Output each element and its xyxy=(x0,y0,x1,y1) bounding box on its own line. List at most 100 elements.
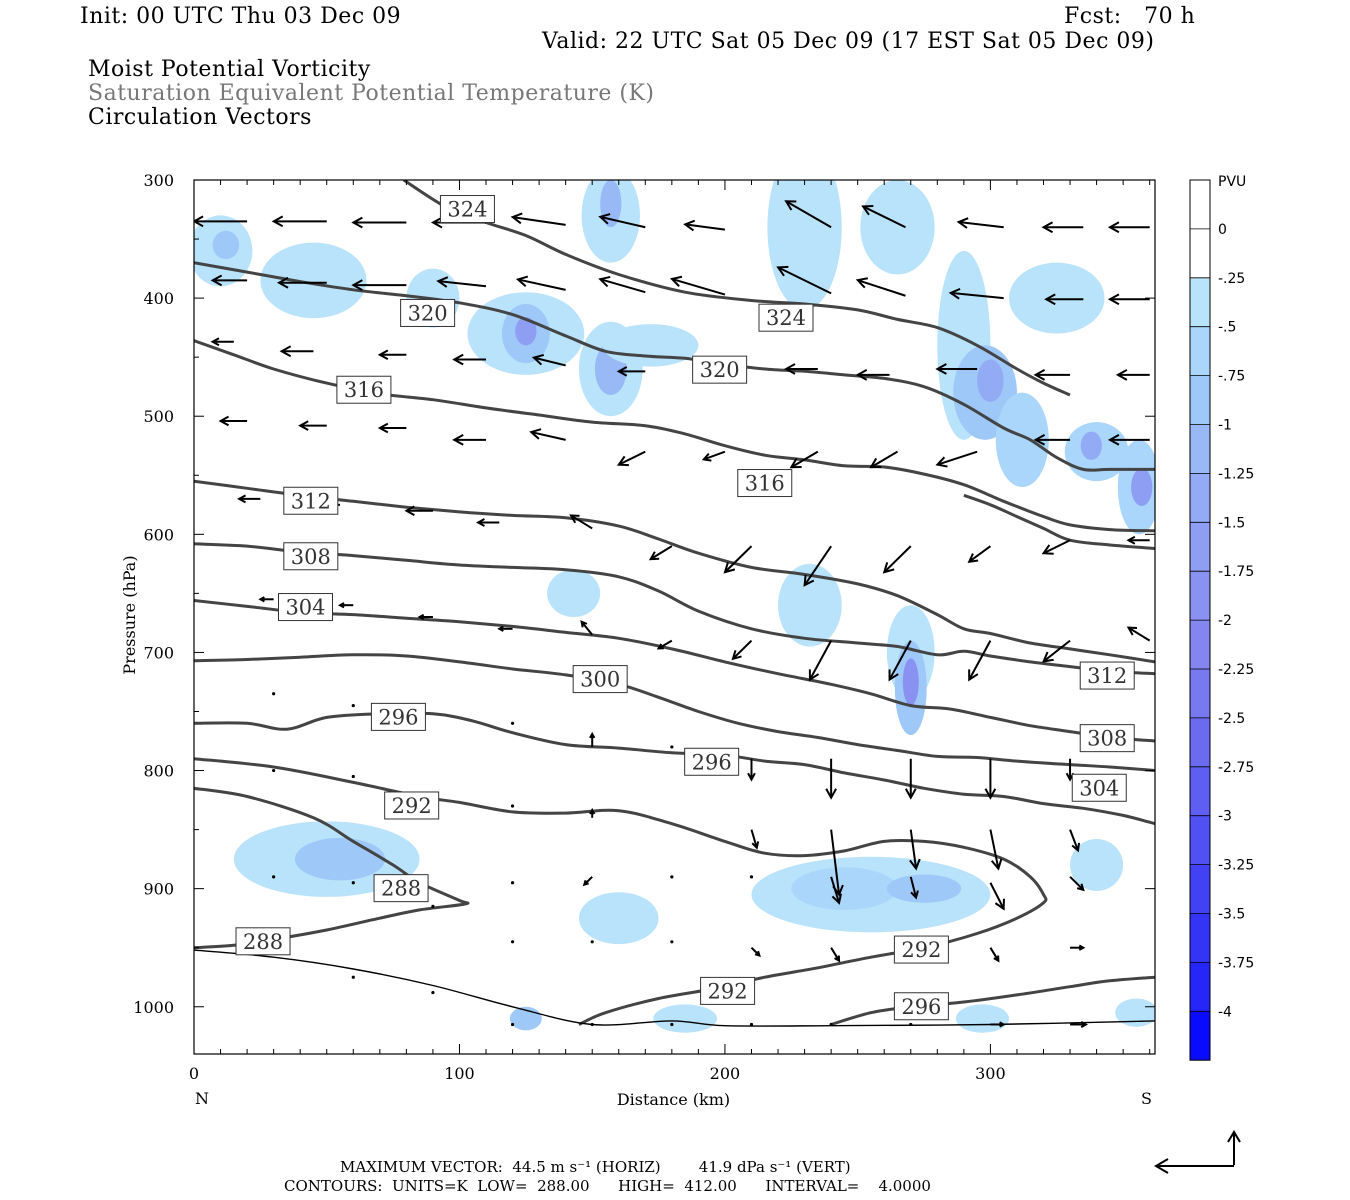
vector-head xyxy=(298,420,309,431)
contour-label-9: 300 xyxy=(572,665,628,694)
vector-shaft xyxy=(658,639,673,650)
vector-108 xyxy=(989,947,1000,963)
vector-103 xyxy=(590,940,594,944)
vector-head xyxy=(1115,369,1128,381)
vector-5 xyxy=(598,213,646,229)
vector-109 xyxy=(1070,944,1086,951)
vector-head xyxy=(803,574,815,587)
x-end-label-north: N xyxy=(195,1089,209,1108)
mpv-patch-24 xyxy=(778,563,842,647)
vector-dot xyxy=(272,768,276,773)
contour-label-12: 292 xyxy=(384,791,440,820)
vector-head xyxy=(589,731,596,739)
vector-77 xyxy=(747,758,756,782)
vector-shaft xyxy=(937,450,978,466)
y-tick-label: 700 xyxy=(143,643,174,662)
mpv-patch-13 xyxy=(860,180,935,275)
x-end-label-south: S xyxy=(1141,1089,1152,1108)
vector-head xyxy=(861,204,874,216)
vector-40 xyxy=(529,428,566,441)
vector-head xyxy=(888,669,899,682)
vector-dot xyxy=(670,1022,674,1027)
vector-80 xyxy=(984,758,997,800)
vector-25 xyxy=(279,345,314,358)
vector-10 xyxy=(1041,221,1084,234)
vector-shaft xyxy=(958,221,1004,229)
vector-head xyxy=(218,415,230,427)
vector-dot xyxy=(590,1022,594,1027)
vector-shaft xyxy=(750,829,758,849)
vector-shaft xyxy=(909,829,918,869)
contour-label-16: 292 xyxy=(700,976,756,1005)
vector-16 xyxy=(515,275,566,291)
legend-label: -2.25 xyxy=(1218,662,1254,678)
vector-head xyxy=(598,275,611,288)
vector-27 xyxy=(452,353,487,366)
vector-head xyxy=(984,788,997,800)
vector-38 xyxy=(377,422,407,434)
contour-label-box xyxy=(373,874,429,903)
vector-dot xyxy=(909,1022,913,1027)
contour-label-1: 320 xyxy=(400,298,456,327)
vector-110 xyxy=(351,975,355,979)
vector-115 xyxy=(749,1022,754,1027)
vector-shaft xyxy=(724,545,753,573)
vector-11 xyxy=(1107,221,1150,234)
vector-45 xyxy=(935,450,978,468)
circulation-vectors xyxy=(194,200,1151,1028)
vector-22 xyxy=(1044,293,1084,306)
vector-head xyxy=(337,602,345,609)
vector-head xyxy=(648,551,660,561)
vector-shaft xyxy=(870,450,899,469)
legend-label: -1.5 xyxy=(1218,515,1245,531)
vector-head xyxy=(616,366,628,377)
vector-52 xyxy=(569,514,593,530)
mpv-patch-33 xyxy=(886,874,962,903)
vector-shaft xyxy=(950,291,1004,300)
vector-6 xyxy=(683,219,726,232)
vector-58 xyxy=(1041,539,1071,555)
vector-94 xyxy=(510,881,515,885)
contour-312 xyxy=(194,479,1155,664)
vector-34 xyxy=(1033,369,1071,381)
legend-swatch xyxy=(1190,913,1210,963)
vector-head xyxy=(1076,883,1085,892)
legend-swatch xyxy=(1190,669,1210,718)
legend-swatch xyxy=(1190,864,1210,914)
contour-label-20: 304 xyxy=(1071,773,1127,802)
vector-72 xyxy=(272,692,276,696)
field-title-theta: Saturation Equivalent Potential Temperat… xyxy=(88,81,655,106)
vector-66 xyxy=(731,639,753,661)
y-axis-title: Pressure (hPa) xyxy=(120,555,139,674)
color-legend: PVU 0 -.25 -.5 -.75 -1 -1.25 -1.5 -1.75 -2 -2.25 -2… xyxy=(1189,174,1254,1061)
vector-4 xyxy=(510,212,566,226)
vector-36 xyxy=(218,415,248,427)
vector-dot xyxy=(670,875,674,879)
vector-head xyxy=(783,363,796,375)
legend-swatch xyxy=(1190,473,1210,523)
mpv-patch-27 xyxy=(902,658,919,706)
contour-label-box xyxy=(283,542,339,571)
vector-head xyxy=(855,277,869,289)
vector-dot xyxy=(351,774,355,779)
legend-swatch xyxy=(1190,424,1210,474)
vector-shaft xyxy=(809,640,833,681)
vector-64 xyxy=(580,620,593,636)
vector-head xyxy=(279,345,292,358)
contour-label-text: 316 xyxy=(745,472,785,496)
legend-label: -2.5 xyxy=(1218,711,1245,727)
vector-head xyxy=(1033,434,1046,446)
x-tick-label: 200 xyxy=(710,1064,741,1083)
vector-86 xyxy=(750,829,760,850)
vector-head xyxy=(855,369,868,381)
vector-head xyxy=(616,455,629,467)
contour-label-text: 308 xyxy=(1087,727,1127,751)
vector-98 xyxy=(830,876,842,905)
mpv-patch-9 xyxy=(602,324,699,367)
vector-54 xyxy=(723,545,753,574)
vector-44 xyxy=(869,450,899,469)
vector-105 xyxy=(750,946,761,957)
contour-label-text: 296 xyxy=(378,705,418,729)
vector-dot xyxy=(829,1022,833,1027)
vector-head xyxy=(377,422,389,434)
